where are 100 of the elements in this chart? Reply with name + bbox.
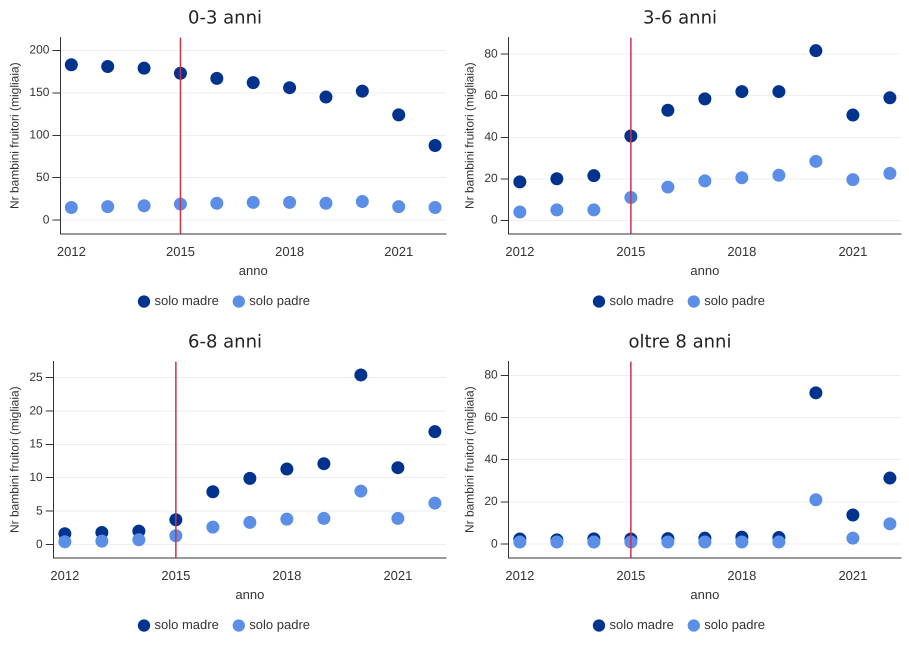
y-tick-label: 20 (484, 494, 498, 508)
y-tick-label: 25 (29, 370, 44, 384)
x-tick-label: 2015 (166, 244, 195, 260)
point (550, 172, 564, 186)
point (587, 203, 600, 216)
legend-label: solo madre (609, 617, 674, 632)
point (354, 484, 368, 498)
point (280, 462, 294, 476)
point (735, 171, 748, 184)
point (356, 195, 369, 208)
x-tick-label: 2012 (56, 244, 86, 260)
point (428, 200, 442, 214)
point (206, 485, 220, 498)
y-tick-label: 50 (36, 170, 50, 184)
x-tick-label: 2021 (383, 568, 412, 584)
chart-title: 0-3 anni (188, 7, 262, 28)
point (206, 520, 220, 534)
y-tick-label: 5 (36, 503, 44, 518)
point (210, 72, 224, 85)
point (772, 535, 786, 548)
x-axis-title: anno (238, 262, 268, 278)
point (846, 173, 860, 186)
point (587, 535, 600, 548)
y-tick-label: 60 (484, 410, 498, 424)
point (698, 92, 712, 106)
point (698, 535, 712, 548)
x-tick-label: 2021 (838, 568, 868, 584)
point (138, 62, 151, 75)
y-tick-label: 100 (29, 128, 50, 142)
y-axis-title: Nr bambini fruitori (migliaia) (462, 62, 477, 210)
legend-label: solo madre (154, 293, 219, 308)
x-axis-title: anno (235, 586, 264, 602)
point (138, 199, 151, 212)
legend-label: solo padre (249, 293, 310, 308)
y-tick-label: 10 (29, 470, 44, 484)
point (698, 174, 712, 188)
point (513, 206, 526, 218)
x-tick-label: 2012 (505, 568, 534, 584)
x-tick-label: 2018 (272, 568, 302, 584)
point (246, 196, 260, 209)
y-tick-label: 80 (484, 46, 498, 61)
point (661, 104, 674, 117)
point (95, 534, 108, 548)
x-axis-title: anno (690, 586, 720, 602)
chart-title: 6-8 anni (188, 331, 262, 352)
y-tick-label: 200 (29, 42, 50, 57)
point (513, 175, 526, 188)
y-tick-label: 60 (484, 88, 498, 102)
legend-label: solo padre (704, 617, 766, 632)
chart-title: oltre 8 anni (628, 331, 732, 352)
y-tick-label: 80 (484, 368, 498, 382)
point (317, 512, 330, 525)
point (809, 44, 822, 58)
legend-label: solo padre (704, 293, 766, 308)
point (846, 532, 860, 545)
legend-label: solo madre (609, 293, 674, 308)
x-tick-label: 2018 (275, 244, 304, 260)
x-axis-title: anno (690, 262, 720, 278)
point (513, 535, 526, 548)
point (319, 90, 332, 104)
point (391, 461, 404, 474)
point (317, 457, 330, 470)
point (280, 512, 294, 526)
point (846, 508, 860, 522)
point (883, 517, 896, 530)
point (210, 196, 224, 210)
point (428, 425, 442, 438)
x-tick-label: 2015 (616, 568, 646, 584)
legend-label: solo madre (154, 617, 219, 632)
x-tick-label: 2018 (727, 244, 756, 260)
y-tick-label: 150 (29, 85, 50, 100)
y-tick-label: 20 (29, 403, 44, 418)
point (64, 58, 78, 72)
x-tick-label: 2021 (384, 244, 414, 260)
y-tick-label: 0 (36, 536, 44, 551)
legend-label: solo padre (249, 617, 310, 632)
point (132, 533, 146, 546)
x-tick-label: 2015 (616, 244, 646, 260)
point (883, 472, 896, 485)
y-tick-label: 0 (491, 536, 498, 550)
point (809, 493, 822, 506)
point (661, 180, 674, 194)
x-tick-label: 2012 (50, 568, 80, 584)
point (735, 535, 748, 548)
point (772, 168, 786, 182)
y-tick-label: 0 (42, 212, 50, 227)
point (101, 60, 114, 73)
point (356, 84, 369, 98)
point (243, 516, 256, 529)
point (246, 76, 260, 90)
point (772, 85, 786, 98)
point (428, 138, 442, 152)
point (661, 535, 674, 548)
x-tick-label: 2015 (161, 568, 190, 584)
y-tick-label: 40 (484, 130, 498, 144)
point (243, 472, 256, 485)
point (735, 85, 748, 98)
point (283, 196, 296, 209)
y-axis-title: Nr bambini fruitori (migliaia) (8, 62, 22, 210)
y-axis-title: Nr bambini fruitori (migliaia) (8, 386, 22, 534)
